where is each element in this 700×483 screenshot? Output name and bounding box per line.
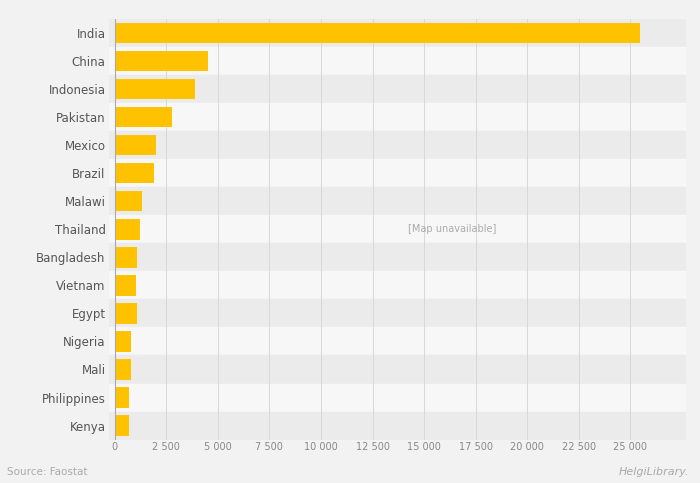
Bar <box>108 103 686 131</box>
Bar <box>115 331 131 352</box>
Bar <box>115 387 129 408</box>
Bar <box>115 275 136 296</box>
Bar <box>108 159 686 187</box>
Bar <box>108 187 686 215</box>
Bar <box>108 47 686 75</box>
Bar <box>115 247 137 268</box>
Bar <box>115 51 207 71</box>
Bar <box>108 384 686 412</box>
Bar <box>108 412 686 440</box>
Text: [Map unavailable]: [Map unavailable] <box>407 225 496 234</box>
Bar <box>115 303 137 324</box>
Bar <box>115 163 154 184</box>
Text: HelgiLibrary.: HelgiLibrary. <box>619 467 690 477</box>
Bar <box>108 243 686 271</box>
Bar <box>108 215 686 243</box>
Bar <box>115 135 156 156</box>
Bar <box>108 131 686 159</box>
Bar <box>115 219 141 240</box>
Bar <box>108 75 686 103</box>
Bar <box>115 23 640 43</box>
Bar <box>115 191 141 212</box>
Text: Source: Faostat: Source: Faostat <box>7 467 88 477</box>
Bar <box>108 299 686 327</box>
Bar <box>115 79 195 99</box>
Bar <box>108 271 686 299</box>
Bar <box>115 359 131 380</box>
Bar <box>108 327 686 355</box>
Bar <box>115 415 129 436</box>
Bar <box>108 19 686 47</box>
Bar <box>115 107 172 128</box>
Bar <box>108 355 686 384</box>
